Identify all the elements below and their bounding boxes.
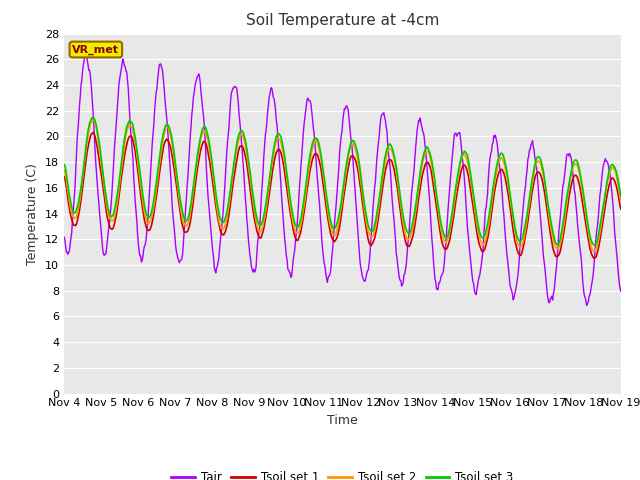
Title: Soil Temperature at -4cm: Soil Temperature at -4cm [246,13,439,28]
Y-axis label: Temperature (C): Temperature (C) [26,163,39,264]
Text: VR_met: VR_met [72,44,119,55]
Legend: Tair, Tsoil set 1, Tsoil set 2, Tsoil set 3: Tair, Tsoil set 1, Tsoil set 2, Tsoil se… [166,466,518,480]
X-axis label: Time: Time [327,414,358,427]
